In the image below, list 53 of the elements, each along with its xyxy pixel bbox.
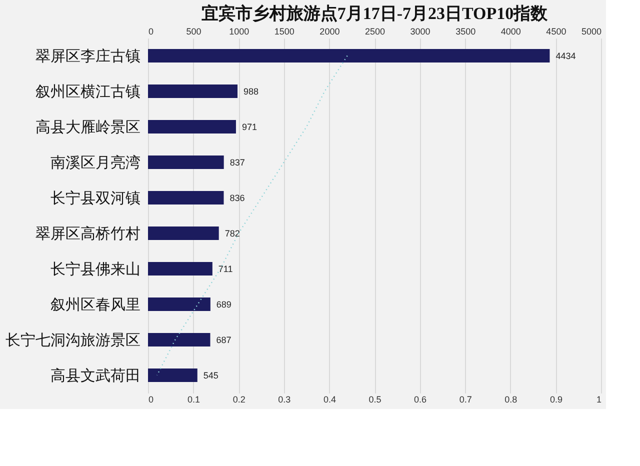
x-tick-label: 1000 [229, 26, 250, 36]
data-label: 837 [230, 157, 245, 168]
y-tick-label: 高县文武荷田 [50, 367, 140, 384]
bar [148, 49, 550, 62]
bar [148, 191, 224, 204]
bar [148, 120, 236, 134]
data-label: 971 [242, 122, 258, 132]
x2-tick-label: 0.9 [550, 394, 562, 404]
x-tick-label: 4500 [546, 26, 566, 36]
y-tick-label: 长宁七洞沟旅游景区 [6, 332, 140, 349]
data-label: 4434 [556, 50, 576, 61]
y-tick-label: 南溪区月亮湾 [50, 154, 140, 172]
x2-tick-label: 0.5 [368, 394, 382, 404]
x-tick-label: 2000 [320, 26, 340, 36]
data-label: 988 [244, 86, 259, 96]
x-tick-label: 3000 [410, 26, 430, 36]
bar [148, 262, 212, 276]
bar [148, 156, 224, 169]
data-label: 836 [230, 192, 245, 203]
x-tick-label: 5000 [581, 26, 602, 36]
y-tick-label: 长宁县双河镇 [50, 190, 140, 207]
chart-title: 宜宾市乡村旅游点7月17日-7月23日TOP10指数 [201, 4, 549, 23]
bar [148, 333, 210, 346]
data-label: 687 [216, 334, 232, 345]
x2-tick-label: 0.3 [278, 394, 291, 404]
x2-tick-label: 0.7 [459, 394, 472, 404]
x2-tick-label: 0.4 [323, 394, 336, 404]
y-tick-label: 翠屏区李庄古镇 [36, 48, 140, 65]
bar [148, 298, 210, 311]
data-label: 711 [218, 264, 233, 274]
x-tick-label: 500 [186, 26, 202, 36]
x2-tick-label: 1 [596, 394, 602, 404]
y-tick-label: 翠屏区高桥竹村 [36, 225, 140, 242]
x-tick-label: 1500 [274, 26, 294, 36]
x-tick-label: 3500 [456, 26, 476, 36]
data-label: 782 [224, 228, 240, 238]
x2-tick-label: 0.6 [414, 394, 427, 404]
data-label: 689 [216, 299, 232, 310]
x2-tick-label: 0 [148, 394, 154, 404]
y-tick-label: 长宁县佛来山 [50, 260, 140, 278]
bar [148, 84, 238, 98]
x2-tick-label: 0.8 [504, 394, 518, 404]
x-tick-label: 0 [148, 26, 154, 36]
x-tick-label: 2500 [364, 26, 386, 36]
y-tick-label: 高县大雁岭景区 [36, 118, 140, 136]
bar [148, 226, 219, 240]
y-tick-label: 叙州区春风里 [50, 296, 140, 314]
x2-tick-label: 0.2 [232, 394, 246, 404]
x2-tick-label: 0.1 [188, 394, 200, 404]
y-tick-label: 叙州区横江古镇 [36, 83, 140, 100]
bar [148, 368, 198, 382]
x-tick-label: 4000 [500, 26, 521, 36]
data-label: 545 [203, 370, 218, 380]
